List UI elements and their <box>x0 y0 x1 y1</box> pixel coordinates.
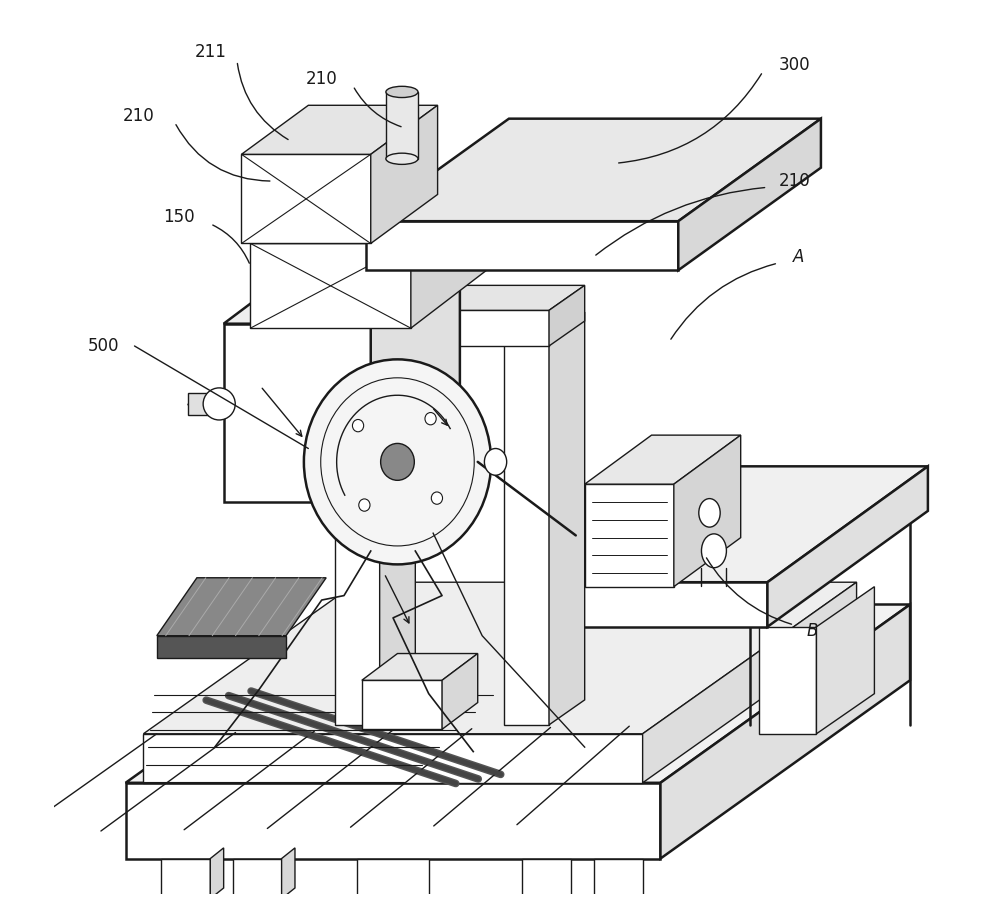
Polygon shape <box>371 105 438 243</box>
Polygon shape <box>335 337 380 725</box>
Polygon shape <box>380 312 415 725</box>
Polygon shape <box>233 858 282 897</box>
Text: 210: 210 <box>778 172 810 190</box>
Polygon shape <box>643 582 857 783</box>
Polygon shape <box>585 484 674 587</box>
Polygon shape <box>816 587 874 734</box>
Polygon shape <box>594 858 643 897</box>
Text: 210: 210 <box>123 107 155 125</box>
Ellipse shape <box>425 413 436 425</box>
Polygon shape <box>759 627 816 734</box>
Polygon shape <box>371 257 460 502</box>
Polygon shape <box>362 654 478 680</box>
Polygon shape <box>157 636 286 658</box>
Polygon shape <box>241 105 438 154</box>
Polygon shape <box>143 734 643 783</box>
Polygon shape <box>522 858 571 897</box>
Ellipse shape <box>386 153 418 164</box>
Ellipse shape <box>359 499 370 511</box>
Polygon shape <box>504 337 549 725</box>
Polygon shape <box>674 435 741 587</box>
Polygon shape <box>362 680 442 729</box>
Text: B: B <box>806 623 818 640</box>
Ellipse shape <box>699 499 720 527</box>
Ellipse shape <box>431 492 443 504</box>
Polygon shape <box>660 605 910 858</box>
Polygon shape <box>545 466 928 582</box>
Polygon shape <box>545 582 767 627</box>
Polygon shape <box>335 310 549 346</box>
Text: 150: 150 <box>163 208 195 226</box>
Polygon shape <box>241 154 371 243</box>
Polygon shape <box>188 393 219 414</box>
Ellipse shape <box>352 420 364 431</box>
Polygon shape <box>504 312 585 337</box>
Polygon shape <box>161 858 210 897</box>
Polygon shape <box>224 324 371 502</box>
Polygon shape <box>126 605 910 783</box>
Polygon shape <box>366 222 678 270</box>
Polygon shape <box>767 466 928 627</box>
Polygon shape <box>126 783 660 858</box>
Ellipse shape <box>484 448 507 475</box>
Polygon shape <box>386 91 418 159</box>
Polygon shape <box>250 186 487 243</box>
Ellipse shape <box>386 86 418 98</box>
Polygon shape <box>335 285 585 310</box>
Polygon shape <box>442 654 478 729</box>
Polygon shape <box>335 312 415 337</box>
Polygon shape <box>143 582 857 734</box>
Text: 500: 500 <box>88 337 119 355</box>
Polygon shape <box>585 435 741 484</box>
Polygon shape <box>282 848 295 897</box>
Text: 210: 210 <box>306 70 338 88</box>
Polygon shape <box>678 118 821 270</box>
Polygon shape <box>250 243 411 328</box>
Polygon shape <box>549 285 585 346</box>
Text: A: A <box>793 248 804 266</box>
Text: 300: 300 <box>778 57 810 74</box>
Polygon shape <box>357 858 429 897</box>
Polygon shape <box>366 118 821 222</box>
Polygon shape <box>210 848 224 897</box>
Ellipse shape <box>304 360 491 564</box>
Ellipse shape <box>701 534 726 568</box>
Polygon shape <box>157 578 326 636</box>
Ellipse shape <box>381 443 414 480</box>
Polygon shape <box>549 312 585 725</box>
Circle shape <box>203 388 235 420</box>
Text: 211: 211 <box>194 43 226 61</box>
Polygon shape <box>224 257 460 324</box>
Polygon shape <box>411 186 487 328</box>
